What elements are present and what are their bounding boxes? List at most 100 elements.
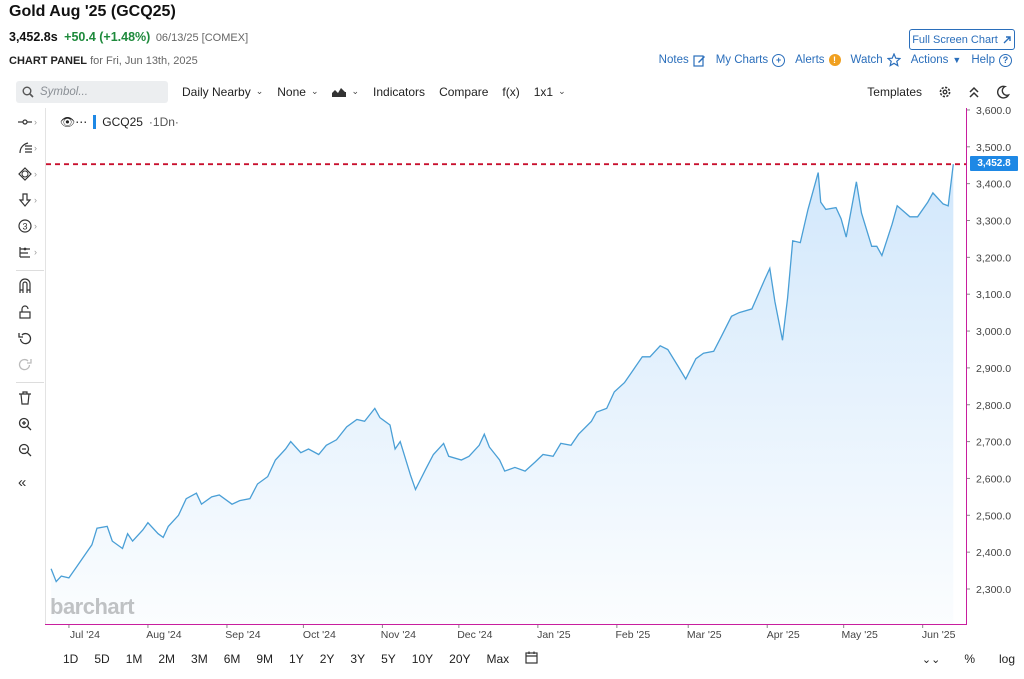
- shape-icon: [18, 167, 32, 181]
- x-tick-label: Apr '25: [767, 629, 800, 641]
- shape-tool-button[interactable]: ›: [10, 164, 46, 184]
- lock-button[interactable]: [10, 302, 46, 322]
- svg-text:3: 3: [22, 222, 27, 232]
- x-tick-label: Nov '24: [381, 629, 416, 641]
- chevron-down-icon: ⌄: [310, 86, 319, 96]
- line-tool-button[interactable]: ›: [10, 112, 46, 132]
- chevron-right-icon: ›: [34, 195, 37, 205]
- compare-button[interactable]: Compare: [439, 84, 489, 99]
- redo-button[interactable]: [10, 354, 46, 374]
- layout-dropdown[interactable]: 1x1 ⌄: [534, 85, 566, 99]
- range-3y[interactable]: 3Y: [350, 652, 366, 666]
- watch-label: Watch: [850, 54, 883, 66]
- y-tick-label: 2,800.0: [976, 400, 1011, 412]
- period-dropdown[interactable]: Daily Nearby ⌄: [182, 85, 263, 99]
- zoom-out-button[interactable]: [10, 440, 46, 460]
- range-2y[interactable]: 2Y: [319, 652, 335, 666]
- header-links: Notes My Charts + Alerts ! Watch Actions…: [659, 53, 1012, 67]
- x-tick-label: May '25: [841, 629, 878, 641]
- dark-mode-moon-icon[interactable]: [996, 85, 1010, 99]
- calendar-icon[interactable]: [525, 651, 538, 667]
- series-color-swatch: [93, 115, 97, 129]
- range-5y[interactable]: 5Y: [381, 652, 396, 666]
- price-area-fill: [51, 164, 954, 624]
- x-tick-label: Jun '25: [922, 629, 956, 641]
- collapse-sidebar-button[interactable]: «: [10, 472, 46, 492]
- log-scale-toggle[interactable]: log: [998, 652, 1015, 666]
- actions-menu[interactable]: Actions ▼: [911, 54, 962, 66]
- chart-toolbar: Symbol... Daily Nearby ⌄ None ⌄ ⌄ Indicato…: [16, 78, 1010, 105]
- percent-scale-toggle[interactable]: %: [964, 652, 975, 666]
- line-tool-icon: [18, 119, 32, 125]
- range-3m[interactable]: 3M: [191, 652, 208, 666]
- zoom-in-button[interactable]: [10, 414, 46, 434]
- range-6m[interactable]: 6M: [223, 652, 241, 666]
- tools-divider: [16, 270, 44, 271]
- help-link[interactable]: Help ?: [971, 53, 1012, 67]
- symbol-search-input[interactable]: Symbol...: [16, 80, 168, 103]
- double-chevron-down-icon[interactable]: ⌄⌄: [921, 653, 941, 666]
- price-change: +50.4 (+1.48%): [64, 30, 151, 44]
- fib-tool-button[interactable]: ›: [10, 138, 46, 158]
- y-tick-label: 3,300.0: [976, 216, 1011, 228]
- templates-button[interactable]: Templates: [867, 84, 922, 99]
- chevron-down-icon: ⌄: [351, 86, 360, 96]
- plus-circle-icon: +: [772, 53, 786, 67]
- star-icon: [886, 53, 901, 67]
- arrow-tool-button[interactable]: ›: [10, 190, 46, 210]
- external-arrow-icon: [1003, 35, 1011, 43]
- overlay-dropdown[interactable]: None ⌄: [277, 85, 318, 99]
- chart-type-dropdown[interactable]: ⌄: [332, 86, 359, 97]
- my-charts-link[interactable]: My Charts +: [715, 53, 786, 67]
- full-screen-chart-button[interactable]: Full Screen Chart: [909, 29, 1015, 50]
- overlay-label: None: [277, 84, 306, 99]
- number-tool-button[interactable]: 3 ›: [10, 216, 46, 236]
- last-price-badge: 3,452.8: [970, 156, 1018, 172]
- my-charts-label: My Charts: [715, 54, 769, 66]
- trash-icon: [19, 391, 31, 405]
- chevron-right-icon: ›: [34, 221, 37, 231]
- zoom-out-icon: [18, 443, 32, 457]
- range-1y[interactable]: 1Y: [289, 652, 304, 666]
- toolbar-right: Templates: [867, 85, 1010, 99]
- collapse-up-icon[interactable]: [968, 85, 980, 99]
- undo-button[interactable]: [10, 328, 46, 348]
- range-1d[interactable]: 1D: [63, 652, 79, 666]
- time-axis-border: [45, 624, 966, 625]
- watch-link[interactable]: Watch: [851, 53, 901, 67]
- notes-link[interactable]: Notes: [659, 54, 706, 67]
- chart-panel-date: for Fri, Jun 13th, 2025: [90, 55, 198, 67]
- magnet-icon: [19, 278, 31, 293]
- range-2m[interactable]: 2M: [158, 652, 176, 666]
- arrow-down-icon: [18, 193, 32, 207]
- range-10y[interactable]: 10Y: [411, 652, 434, 666]
- y-tick-label: 3,500.0: [976, 142, 1011, 154]
- range-9m[interactable]: 9M: [256, 652, 274, 666]
- y-axis: 2,300.0 2,400.0 2,500.0 2,600.0 2,700.0 2,800…: [966, 105, 1011, 596]
- double-chevron-left-icon: «: [18, 473, 27, 491]
- period-label: Daily Nearby: [182, 84, 251, 99]
- range-max[interactable]: Max: [486, 652, 510, 666]
- gear-icon[interactable]: [938, 85, 952, 99]
- area-chart-icon: [332, 88, 347, 97]
- eye-icon[interactable]: 👁⋯: [60, 115, 88, 129]
- y-tick-label: 2,700.0: [976, 437, 1011, 449]
- chevron-right-icon: ›: [34, 117, 37, 127]
- magnet-button[interactable]: [10, 276, 46, 296]
- chart-area[interactable]: [45, 108, 966, 625]
- layout-label: 1x1: [533, 84, 554, 99]
- alerts-link[interactable]: Alerts !: [795, 54, 841, 66]
- full-screen-label: Full Screen Chart: [912, 33, 998, 46]
- unlock-icon: [19, 305, 31, 319]
- range-20y[interactable]: 20Y: [449, 652, 471, 666]
- range-1m[interactable]: 1M: [125, 652, 143, 666]
- range-5d[interactable]: 5D: [94, 652, 110, 666]
- function-button[interactable]: f(x): [502, 84, 520, 99]
- indicators-button[interactable]: Indicators: [373, 84, 426, 99]
- measure-tool-button[interactable]: ›: [10, 242, 46, 262]
- x-tick-label: Feb '25: [616, 629, 651, 641]
- alert-icon: !: [828, 54, 841, 66]
- chevron-right-icon: ›: [34, 143, 37, 153]
- delete-drawings-button[interactable]: [10, 388, 46, 408]
